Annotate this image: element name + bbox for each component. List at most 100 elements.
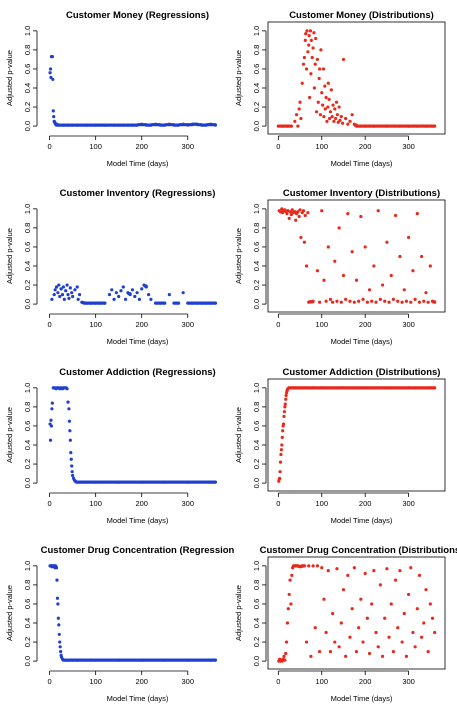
data-point bbox=[350, 113, 354, 117]
data-point bbox=[407, 235, 411, 240]
data-point bbox=[413, 645, 417, 649]
data-point bbox=[307, 43, 311, 47]
y-tick-label: 0.8 bbox=[252, 223, 261, 233]
data-point bbox=[346, 122, 350, 126]
chart-svg-conc-dist: Customer Drug Concentration (Distributio… bbox=[234, 545, 457, 703]
data-point bbox=[299, 116, 303, 121]
data-point bbox=[422, 621, 426, 625]
data-point bbox=[348, 635, 352, 639]
x-tick-label: 100 bbox=[89, 499, 102, 508]
data-point bbox=[367, 651, 372, 656]
data-point bbox=[309, 654, 313, 658]
data-point bbox=[317, 649, 322, 654]
y-tick-label: 0.2 bbox=[23, 102, 32, 112]
chart-svg-conc-reg: Customer Drug Concentration (Regression 0… bbox=[5, 545, 235, 703]
data-point bbox=[320, 209, 324, 213]
data-point bbox=[324, 299, 328, 303]
data-point bbox=[282, 654, 286, 658]
chart-svg-add-reg: Customer Addiction (Regressions) 0.0 0.2 0.… bbox=[5, 367, 217, 525]
data-point bbox=[280, 443, 284, 447]
y-tick-label: 0.4 bbox=[252, 83, 261, 93]
data-point bbox=[329, 88, 333, 92]
data-point bbox=[66, 400, 70, 404]
data-point bbox=[430, 616, 435, 620]
x-axis-label: Model Time (days) bbox=[107, 516, 169, 525]
data-point bbox=[411, 630, 415, 635]
data-point bbox=[69, 457, 73, 461]
data-point bbox=[62, 297, 66, 301]
chart-panel-add-reg: Customer Addiction (Regressions) 0.0 0.2 0.… bbox=[0, 357, 228, 535]
data-point bbox=[352, 300, 356, 304]
y-tick-label: 0.4 bbox=[23, 261, 32, 271]
y-tick-label: 0.4 bbox=[252, 440, 261, 450]
data-point bbox=[290, 208, 294, 212]
data-point bbox=[344, 116, 348, 121]
y-axis-label: Adjusted p-value bbox=[234, 228, 243, 284]
data-point bbox=[75, 285, 79, 289]
data-point bbox=[302, 55, 306, 60]
data-point bbox=[68, 429, 72, 433]
y-tick-label: 0.2 bbox=[23, 637, 32, 647]
data-point bbox=[317, 300, 322, 304]
data-point bbox=[354, 649, 359, 654]
data-point bbox=[350, 607, 354, 611]
data-point bbox=[411, 269, 415, 273]
data-point bbox=[363, 245, 367, 249]
data-point bbox=[70, 464, 74, 468]
data-point bbox=[333, 640, 337, 644]
chart-title: Customer Inventory (Regressions) bbox=[60, 188, 216, 199]
y-axis-label: Adjusted p-value bbox=[234, 407, 243, 463]
data-point bbox=[344, 297, 348, 301]
data-point bbox=[385, 567, 389, 571]
x-axis-label: Model Time (days) bbox=[331, 694, 393, 703]
y-tick-label: 0.6 bbox=[23, 421, 32, 431]
x-tick-label: 0 bbox=[48, 677, 52, 686]
data-point bbox=[54, 566, 59, 570]
data-point bbox=[119, 289, 123, 293]
data-point bbox=[380, 654, 385, 658]
x-tick-label: 100 bbox=[316, 499, 329, 508]
data-point bbox=[167, 292, 171, 297]
y-axis-label: Adjusted p-value bbox=[234, 585, 243, 641]
data-point bbox=[325, 119, 329, 123]
data-point bbox=[50, 297, 54, 301]
data-point bbox=[310, 55, 314, 60]
data-point bbox=[67, 296, 71, 300]
data-point bbox=[333, 107, 337, 111]
data-point bbox=[316, 100, 320, 104]
x-tick-label: 200 bbox=[359, 142, 372, 151]
y-tick-label: 0.6 bbox=[23, 64, 32, 74]
data-point bbox=[311, 564, 315, 568]
data-point bbox=[433, 630, 437, 635]
data-point bbox=[346, 573, 350, 577]
data-point bbox=[370, 299, 374, 303]
data-point bbox=[130, 288, 135, 292]
data-point bbox=[304, 32, 308, 36]
data-point bbox=[341, 273, 346, 278]
data-point bbox=[107, 292, 112, 297]
data-point bbox=[66, 292, 70, 297]
data-point bbox=[288, 578, 292, 582]
data-point bbox=[48, 67, 53, 71]
data-point bbox=[57, 632, 61, 637]
data-point bbox=[432, 300, 437, 304]
x-tick-label: 100 bbox=[89, 142, 102, 151]
data-point bbox=[318, 113, 323, 117]
data-point bbox=[294, 113, 299, 117]
data-point bbox=[424, 588, 428, 592]
chart-panel-money-dist: Customer Money (Distributions) 0.0 0.2 0.4 0… bbox=[229, 0, 457, 178]
plot-frame bbox=[267, 199, 446, 313]
data-point bbox=[314, 36, 318, 41]
data-point bbox=[389, 602, 393, 606]
data-point bbox=[71, 473, 75, 478]
data-point bbox=[378, 297, 382, 301]
data-point bbox=[289, 124, 293, 128]
x-tick-label: 200 bbox=[135, 677, 148, 686]
chart-title: Customer Addiction (Distributions) bbox=[283, 367, 441, 378]
chart-title: Customer Money (Distributions) bbox=[289, 10, 434, 21]
data-point bbox=[283, 658, 287, 662]
data-point bbox=[290, 573, 294, 577]
data-point bbox=[103, 301, 107, 305]
data-point bbox=[321, 103, 325, 107]
